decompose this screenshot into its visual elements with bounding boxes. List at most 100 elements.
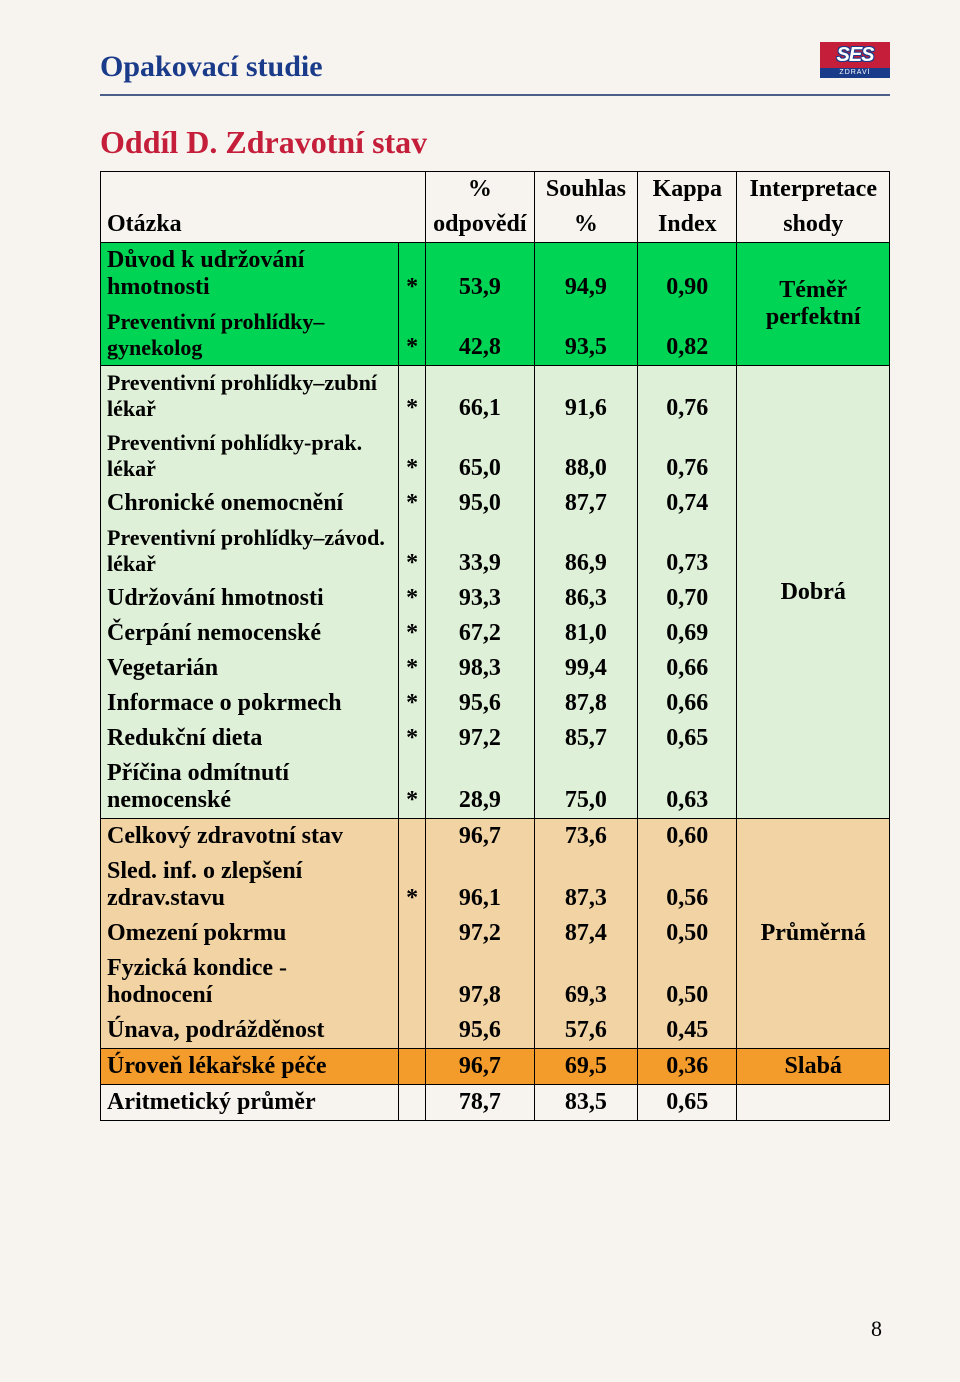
cell-kappa: 0,76 xyxy=(638,366,737,427)
cell-label: Úroveň lékařské péče xyxy=(101,1049,399,1085)
cell-souhlas: 86,3 xyxy=(534,581,637,616)
cell-star xyxy=(399,951,426,1013)
cell-interpretation: Průměrná xyxy=(737,819,890,1049)
cell-label: Omezení pokrmu xyxy=(101,916,399,951)
cell-souhlas: 87,3 xyxy=(534,854,637,916)
th-shody: shody xyxy=(737,207,890,243)
cell-star: * xyxy=(399,366,426,427)
cell-star xyxy=(399,1085,426,1121)
cell-kappa: 0,50 xyxy=(638,916,737,951)
cell-label: Důvod k udržování hmotnosti xyxy=(101,243,399,306)
cell-star: * xyxy=(399,305,426,366)
cell-pct-odpovedi: 95,0 xyxy=(426,486,535,521)
th-blank xyxy=(101,172,426,208)
cell-pct-odpovedi: 95,6 xyxy=(426,1013,535,1049)
cell-pct-odpovedi: 67,2 xyxy=(426,616,535,651)
table-row: Aritmetický průměr 78,783,50,65 xyxy=(101,1085,890,1121)
cell-star: * xyxy=(399,756,426,819)
cell-pct-odpovedi: 98,3 xyxy=(426,651,535,686)
cell-star: * xyxy=(399,426,426,486)
table-body: Důvod k udržování hmotnosti*53,994,90,90… xyxy=(101,243,890,1121)
table-row: Preventivní prohlídky–zubní lékař*66,191… xyxy=(101,366,890,427)
cell-souhlas: 83,5 xyxy=(534,1085,637,1121)
cell-souhlas: 69,5 xyxy=(534,1049,637,1085)
cell-kappa: 0,45 xyxy=(638,1013,737,1049)
cell-kappa: 0,70 xyxy=(638,581,737,616)
logo-subtext: ZDRAVÍ xyxy=(820,68,890,78)
table-row: Důvod k udržování hmotnosti*53,994,90,90… xyxy=(101,243,890,306)
cell-souhlas: 81,0 xyxy=(534,616,637,651)
cell-star: * xyxy=(399,686,426,721)
cell-kappa: 0,65 xyxy=(638,721,737,756)
page-header: Opakovací studie SES ZDRAVÍ xyxy=(100,50,890,96)
cell-kappa: 0,90 xyxy=(638,243,737,306)
cell-label: Aritmetický průměr xyxy=(101,1085,399,1121)
cell-label: Fyzická kondice - hodnocení xyxy=(101,951,399,1013)
cell-pct-odpovedi: 95,6 xyxy=(426,686,535,721)
cell-pct-odpovedi: 97,2 xyxy=(426,916,535,951)
cell-label: Redukční dieta xyxy=(101,721,399,756)
cell-label: Chronické onemocnění xyxy=(101,486,399,521)
page-number: 8 xyxy=(871,1316,882,1342)
cell-souhlas: 57,6 xyxy=(534,1013,637,1049)
header-row-1: % Souhlas Kappa Interpretace xyxy=(101,172,890,208)
cell-pct-odpovedi: 97,8 xyxy=(426,951,535,1013)
cell-kappa: 0,76 xyxy=(638,426,737,486)
cell-souhlas: 87,8 xyxy=(534,686,637,721)
cell-interpretation: Dobrá xyxy=(737,366,890,819)
cell-star: * xyxy=(399,581,426,616)
cell-souhlas: 87,4 xyxy=(534,916,637,951)
cell-souhlas: 87,7 xyxy=(534,486,637,521)
page-container: Opakovací studie SES ZDRAVÍ Oddíl D. Zdr… xyxy=(0,0,960,1151)
cell-star: * xyxy=(399,616,426,651)
th-pct: % xyxy=(534,207,637,243)
cell-label: Příčina odmítnutí nemocenské xyxy=(101,756,399,819)
cell-label: Sled. inf. o zlepšení zdrav.stavu xyxy=(101,854,399,916)
cell-souhlas: 69,3 xyxy=(534,951,637,1013)
header-row-2: Otázka odpovědí % Index shody xyxy=(101,207,890,243)
cell-star: * xyxy=(399,486,426,521)
cell-star xyxy=(399,1013,426,1049)
section-title: Oddíl D. Zdravotní stav xyxy=(100,124,890,161)
cell-pct-odpovedi: 65,0 xyxy=(426,426,535,486)
cell-label: Únava, podrážděnost xyxy=(101,1013,399,1049)
cell-souhlas: 86,9 xyxy=(534,521,637,581)
cell-interpretation: Téměřperfektní xyxy=(737,243,890,366)
cell-label: Informace o pokrmech xyxy=(101,686,399,721)
cell-label: Preventivní prohlídky–závod. lékař xyxy=(101,521,399,581)
cell-pct-odpovedi: 42,8 xyxy=(426,305,535,366)
cell-souhlas: 85,7 xyxy=(534,721,637,756)
cell-label: Čerpání nemocenské xyxy=(101,616,399,651)
cell-souhlas: 94,9 xyxy=(534,243,637,306)
cell-kappa: 0,36 xyxy=(638,1049,737,1085)
cell-star: * xyxy=(399,721,426,756)
cell-pct-odpovedi: 96,7 xyxy=(426,819,535,855)
th-pct-top: % xyxy=(426,172,535,208)
th-otazka: Otázka xyxy=(101,207,426,243)
table-row: Úroveň lékařské péče96,769,50,36Slabá xyxy=(101,1049,890,1085)
cell-souhlas: 93,5 xyxy=(534,305,637,366)
cell-pct-odpovedi: 28,9 xyxy=(426,756,535,819)
cell-kappa: 0,66 xyxy=(638,686,737,721)
cell-souhlas: 75,0 xyxy=(534,756,637,819)
cell-label: Celkový zdravotní stav xyxy=(101,819,399,855)
cell-pct-odpovedi: 96,1 xyxy=(426,854,535,916)
cell-kappa: 0,56 xyxy=(638,854,737,916)
cell-star: * xyxy=(399,651,426,686)
cell-pct-odpovedi: 96,7 xyxy=(426,1049,535,1085)
cell-pct-odpovedi: 78,7 xyxy=(426,1085,535,1121)
data-table: % Souhlas Kappa Interpretace Otázka odpo… xyxy=(100,171,890,1121)
cell-kappa: 0,66 xyxy=(638,651,737,686)
cell-kappa: 0,65 xyxy=(638,1085,737,1121)
th-interp-top: Interpretace xyxy=(737,172,890,208)
th-index: Index xyxy=(638,207,737,243)
cell-pct-odpovedi: 53,9 xyxy=(426,243,535,306)
cell-kappa: 0,74 xyxy=(638,486,737,521)
cell-label: Vegetarián xyxy=(101,651,399,686)
cell-kappa: 0,73 xyxy=(638,521,737,581)
cell-star: * xyxy=(399,521,426,581)
cell-star: * xyxy=(399,854,426,916)
cell-souhlas: 73,6 xyxy=(534,819,637,855)
cell-pct-odpovedi: 97,2 xyxy=(426,721,535,756)
cell-kappa: 0,60 xyxy=(638,819,737,855)
